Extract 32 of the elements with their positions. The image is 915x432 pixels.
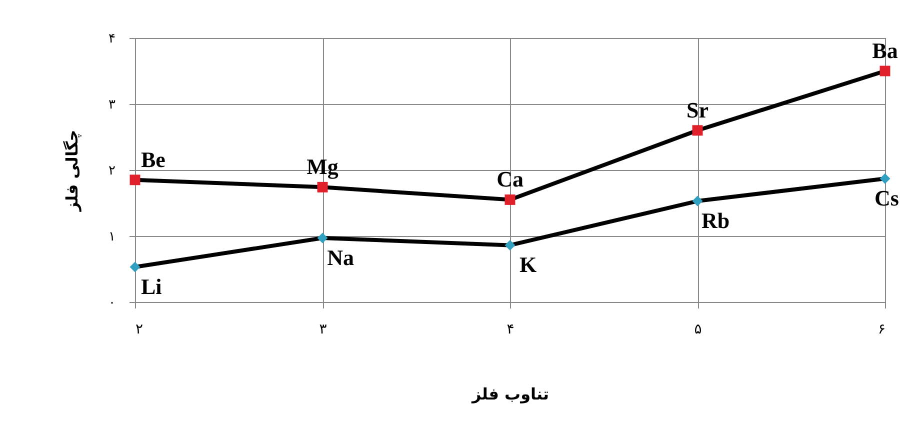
y-tick-label: ۰ (108, 296, 116, 310)
y-axis-title: چگالی فلز (62, 130, 82, 212)
x-tick-label: ۲ (136, 322, 144, 338)
point (504, 240, 516, 250)
annotation: Li (141, 274, 162, 300)
annotation: Ca (496, 166, 524, 192)
point (880, 66, 890, 76)
annotation: Be (141, 146, 166, 172)
y-tick-label: ۱ (108, 230, 116, 244)
point (504, 194, 516, 205)
annotation: Mg (306, 154, 338, 180)
annotation: Sr (686, 97, 709, 122)
annotation: K (519, 252, 537, 278)
point (317, 232, 328, 244)
x-axis-title: تناوب فلز (470, 384, 550, 404)
annotation: Ba (872, 38, 898, 63)
y-tick-label: ۳ (108, 98, 116, 112)
point (692, 196, 703, 206)
y-tick-label: ۲ (108, 164, 116, 178)
x-tick-label: ۴ (506, 322, 514, 338)
point (130, 262, 140, 272)
annotation: Na (327, 244, 354, 270)
x-tick-label: ۳ (319, 322, 328, 338)
x-tick-label: ۶ (878, 322, 886, 338)
point (880, 173, 890, 184)
point (317, 182, 328, 192)
annotation: Cs (874, 186, 900, 211)
point (130, 174, 140, 186)
point (692, 125, 703, 136)
annotation: Rb (701, 208, 730, 234)
x-tick-label: ۵ (694, 322, 702, 338)
y-tick-label: ۴ (108, 32, 116, 46)
